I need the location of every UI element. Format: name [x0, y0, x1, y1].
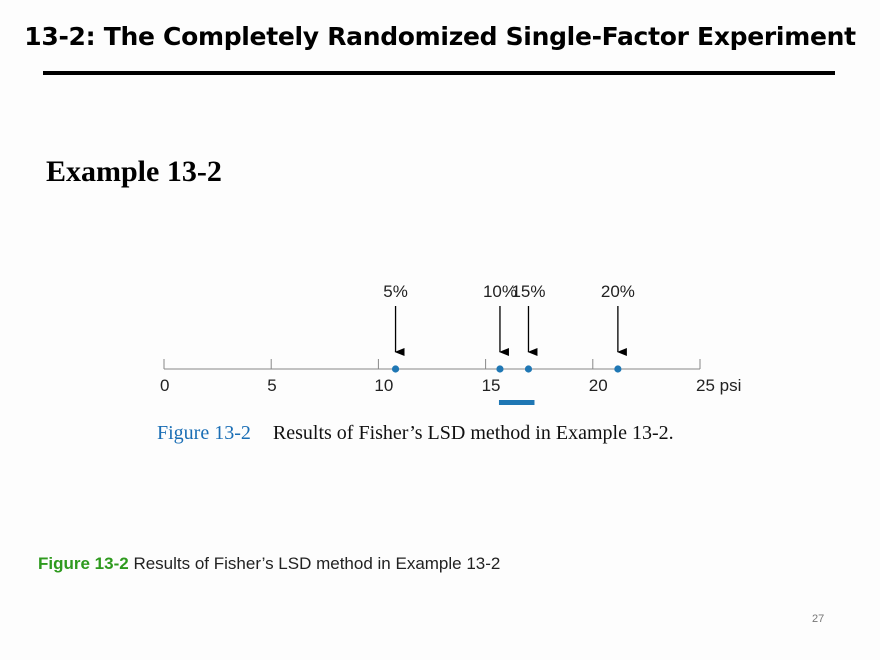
grouping-bar	[498, 400, 535, 405]
slide-title: 13-2: The Completely Randomized Single-F…	[24, 22, 856, 51]
data-point	[524, 365, 533, 373]
example-heading: Example 13-2	[46, 155, 222, 188]
data-point	[496, 365, 504, 373]
page-number: 27	[812, 613, 825, 625]
point-label: 15%	[511, 282, 545, 301]
point-label: 5%	[383, 282, 408, 301]
slide-caption-text: Results of Fisher’s LSD method in Exampl…	[133, 554, 501, 573]
point-label: 10%	[483, 282, 517, 301]
tick-label: 5	[267, 376, 276, 395]
tick-label: 25 psi	[696, 376, 741, 395]
figure-caption: Figure 13-2 Results of Fisher’s LSD metho…	[157, 422, 674, 445]
chart-layer: 0 5 10 15 20 25 psi 5% 10%15% 20%	[160, 282, 741, 405]
tick-label: 15	[482, 376, 501, 395]
figure-caption-label: Figure 13-2	[157, 422, 251, 444]
slide-caption-label: Figure 13-2	[38, 554, 129, 573]
tick-label: 20	[589, 376, 608, 395]
tick-label: 0	[160, 376, 169, 395]
title-rule	[43, 71, 835, 75]
point-label: 20%	[601, 282, 635, 301]
data-point	[391, 365, 400, 373]
slide-caption: Figure 13-2 Results of Fisher’s LSD meth…	[38, 554, 500, 574]
data-point	[614, 365, 622, 373]
figure-caption-text: Results of Fisher’s LSD method in Exampl…	[272, 422, 674, 444]
tick-label: 10	[374, 376, 393, 395]
